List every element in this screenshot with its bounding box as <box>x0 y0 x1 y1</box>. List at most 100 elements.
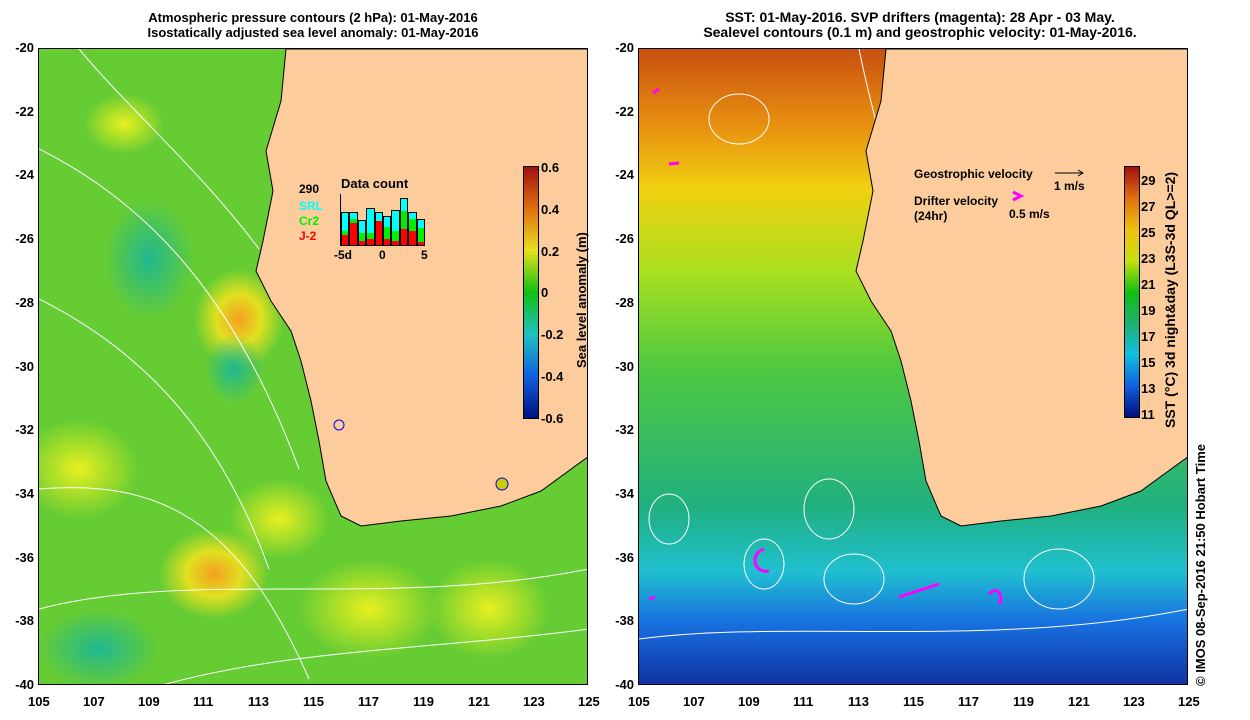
lat-tick-label: -22 <box>15 103 34 119</box>
lon-tick-label: 119 <box>1013 694 1034 709</box>
lon-tick-label: 109 <box>138 694 160 709</box>
bar-segment-cr2 <box>358 233 366 241</box>
right-title-line1: SST: 01-May-2016. SVP drifters (magenta)… <box>725 9 1115 25</box>
lat-tick-label: -26 <box>15 231 34 247</box>
colorbar-tick-label: 0.4 <box>541 201 560 217</box>
bar-segment-j2 <box>375 221 383 245</box>
bar-segment-srl <box>409 213 416 219</box>
lon-tick-label: 119 <box>413 694 434 709</box>
sea-level-map[interactable]: 290 SRL Cr2 J-2 Data count -5d 0 5 <box>38 48 588 685</box>
data-count-bar <box>408 212 417 246</box>
lon-tick-label: 109 <box>738 694 760 709</box>
lat-tick-label: -40 <box>615 677 634 692</box>
inset-title: Data count <box>341 176 409 191</box>
colorbar-tick-label: 29 <box>1141 173 1156 188</box>
bar-segment-srl <box>375 213 383 221</box>
data-count-bar <box>416 218 426 246</box>
lat-tick-label: -20 <box>15 40 34 55</box>
lon-tick-label: 107 <box>683 694 705 709</box>
colorbar-tick-label: 0.6 <box>541 160 560 175</box>
anomaly-blobs <box>39 94 549 684</box>
data-count-bar <box>383 216 392 246</box>
bar-segment-srl <box>400 199 408 211</box>
lat-tick-label: -34 <box>615 485 634 501</box>
lat-tick-label: -20 <box>615 40 634 55</box>
drifter-tracks <box>648 87 1003 606</box>
data-count-bar <box>366 208 375 246</box>
sst-colorbar <box>1124 166 1140 418</box>
data-count-bar <box>391 210 400 246</box>
bar-segment-cr2 <box>350 219 357 223</box>
bar-segment-srl <box>367 209 374 233</box>
colorbar-tick-label: 15 <box>1141 355 1156 370</box>
lon-tick-label: 125 <box>1178 694 1200 709</box>
lat-tick-label: -24 <box>15 167 34 183</box>
lon-tick-label: 105 <box>628 694 650 709</box>
data-count-bar <box>357 220 367 246</box>
colorbar-tick-label: 19 <box>1141 303 1156 318</box>
lat-tick-label: -26 <box>615 231 634 247</box>
land-australia <box>255 49 587 527</box>
lat-tick-label: -22 <box>615 103 634 119</box>
bar-segment-srl <box>392 211 399 231</box>
bar-segment-cr2 <box>417 227 425 242</box>
lat-tick-label: -38 <box>615 613 634 629</box>
inset-xtick: 5 <box>421 248 428 262</box>
lon-tick-label: 105 <box>28 694 50 709</box>
lon-tick-label: 111 <box>793 694 814 709</box>
lat-tick-label: -30 <box>15 358 34 374</box>
sea-level-colorbar-label: Sea level anomaly (m) <box>574 232 589 368</box>
inset-xtick: -5d <box>334 248 352 262</box>
lon-tick-label: 107 <box>83 694 105 709</box>
bar-segment-j2 <box>342 235 349 245</box>
lon-tick-label: 125 <box>578 694 600 709</box>
lon-tick-label: 113 <box>848 694 869 709</box>
lat-tick-label: -32 <box>15 422 34 438</box>
geo-velocity-scale: 1 m/s <box>1054 179 1085 193</box>
bar-segment-cr2 <box>367 233 374 239</box>
legend-j2: J-2 <box>299 229 317 243</box>
bar-segment-srl <box>384 217 391 227</box>
colorbar-tick-label: 0.2 <box>541 243 560 259</box>
lon-tick-label: 123 <box>523 694 545 709</box>
drifter-arrow-icon <box>1012 190 1025 202</box>
lat-tick-label: -32 <box>615 422 634 438</box>
bar-segment-cr2 <box>392 231 399 241</box>
lon-tick-label: 117 <box>958 694 979 709</box>
inset-xtick: 0 <box>379 248 386 262</box>
colorbar-tick-label: 0 <box>541 285 549 301</box>
lat-tick-label: -36 <box>15 549 34 565</box>
bar-segment-j2 <box>350 223 357 245</box>
right-title: SST: 01-May-2016. SVP drifters (magenta)… <box>610 10 1230 40</box>
bar-segment-cr2 <box>409 219 416 231</box>
left-title-line1: Atmospheric pressure contours (2 hPa): 0… <box>148 10 478 25</box>
tide-gauge-marker[interactable] <box>333 419 345 431</box>
lat-tick-label: -36 <box>615 549 634 565</box>
credit-text: © IMOS 08-Sep-2016 21:50 Hobart Time <box>1193 444 1208 686</box>
colorbar-tick-label: 13 <box>1141 381 1156 396</box>
sst-map[interactable]: Geostrophic velocity 1 m/s Drifter veloc… <box>638 48 1188 685</box>
left-title: Atmospheric pressure contours (2 hPa): 0… <box>38 10 588 40</box>
bar-segment-j2 <box>400 229 408 245</box>
lon-tick-label: 117 <box>358 694 379 709</box>
lat-tick-label: -40 <box>15 677 34 692</box>
data-count-bar <box>349 212 358 246</box>
land-australia <box>855 49 1187 527</box>
bar-segment-srl <box>417 219 425 228</box>
lat-tick-label: -28 <box>615 294 634 310</box>
lon-tick-label: 111 <box>193 694 214 709</box>
bar-segment-j2 <box>409 231 416 245</box>
lon-tick-label: 115 <box>903 694 924 709</box>
bar-segment-j2 <box>392 241 399 245</box>
bar-segment-cr2 <box>384 227 391 239</box>
sst-map-svg <box>639 49 1187 684</box>
data-count-bars <box>340 194 426 246</box>
colorbar-tick-label: 23 <box>1141 251 1156 266</box>
colorbar-tick-label: -0.4 <box>541 369 564 384</box>
lon-tick-label: 121 <box>1068 694 1090 709</box>
tide-gauge-marker[interactable] <box>495 477 509 491</box>
sst-colorbar-label: SST (°C) 3d night&day (L3S-3d QL>=2) <box>1162 171 1178 428</box>
geo-velocity-legend: Geostrophic velocity <box>914 167 1033 181</box>
legend-cr2: Cr2 <box>299 214 320 228</box>
data-count-bar <box>399 198 409 246</box>
